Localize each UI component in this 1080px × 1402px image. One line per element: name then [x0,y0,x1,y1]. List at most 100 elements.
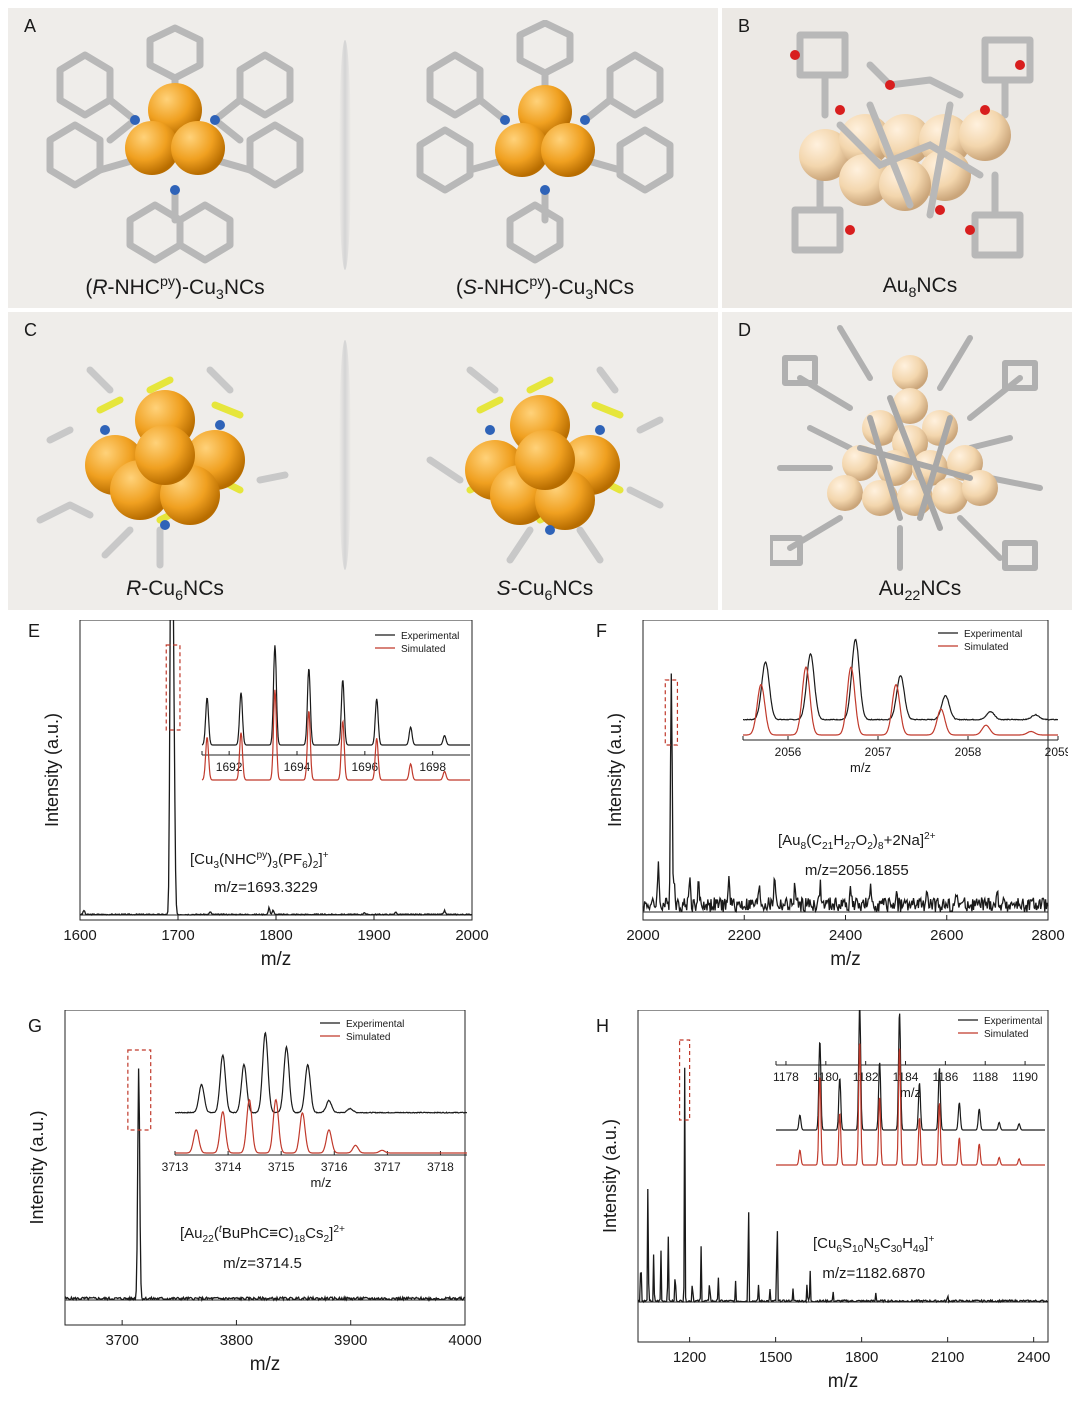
inset-g-legend-sim: Simulated [346,1032,390,1043]
inset-e-tick-label-3: 1698 [419,760,446,774]
chart-f-xlabel: m/z [830,949,861,970]
chart-h-formula: [Cu6S10N5C30H49]+ [813,1234,935,1255]
panel-label-h: H [596,1016,609,1036]
inset-h-tick-label-5: 1188 [972,1070,998,1084]
mirror-plane-a [339,40,351,270]
inset-g-xlabel: m/z [311,1175,332,1190]
inset-h-xlabel: m/z [900,1085,921,1100]
chart-e-mz: m/z=1693.3229 [214,879,318,896]
chart-e-ylabel: Intensity (a.u.) [42,713,62,827]
s-cu6-structure [426,366,664,564]
inset-e-legend-sim: Simulated [401,644,445,655]
chart-g-annotation: [Au22(tBuPhC≡C)18Cs2]2+ m/z=3714.5 [180,1218,345,1276]
inset-f-xlabel: m/z [850,760,871,775]
inset-f-tick-label-2: 2058 [955,745,982,759]
panel-label-c: C [24,320,37,340]
inset-e-tick-label-0: 1692 [216,760,243,774]
chart-e-svg: 1600 1700 1800 1900 2000 m/z Intensity (a.u.) 1… [42,427,489,970]
x-tick-label-g-1: 3800 [220,1332,253,1349]
r-cu6-structure [36,366,289,569]
inset-h-tick-label-2: 1182 [853,1070,879,1084]
x-tick-label-f-1: 2200 [728,927,761,944]
chart-e-highlight-box [165,644,181,731]
au8-structure [790,31,1034,259]
chart-f-mz: m/z=2056.1855 [804,862,909,879]
x-tick-label-f-4: 2800 [1031,927,1064,944]
chart-h-spectrum [637,1067,1049,1304]
chart-g-svg: 3700 3800 3900 4000 m/z Intensity (a.u.) 3713 3… [27,1009,482,1375]
chart-g: 3700 3800 3900 4000 m/z Intensity (a.u.) 3713 3… [27,1009,500,1395]
chart-g-frame [64,1009,466,1326]
inset-h-legend-exp: Experimental [984,1016,1042,1027]
panel-label-g: G [28,1016,43,1036]
x-tick-label-e-2: 1800 [259,927,292,944]
x-tick-label-g-2: 3900 [334,1332,367,1349]
panel-label-e: E [28,621,41,641]
inset-g-tick-label-0: 3713 [162,1160,189,1174]
chart-g-ylabel: Intensity (a.u.) [30,1110,47,1224]
caption-s-nhc-cu3: (S-NHCpy)-Cu3NCs [455,274,635,304]
chart-g-spectrum [64,1068,466,1302]
caption-s-cu6: S-Cu6NCs [496,577,594,605]
inset-e-legend-exp: Experimental [401,631,459,642]
caption-r-cu6: R-Cu6NCs [126,577,224,605]
x-tick-label-h-0: 1200 [673,1349,706,1366]
inset-g-tick-label-2: 3715 [268,1160,295,1174]
chart-h-frame [637,1009,1049,1343]
x-tick-label-h-4: 2400 [1017,1349,1050,1366]
x-tick-label-e-3: 1900 [357,927,390,944]
inset-h-tick-label-0: 1178 [773,1070,799,1084]
chart-f-ylabel: Intensity (a.u.) [605,713,625,827]
chart-g-mz: m/z=3714.5 [223,1255,302,1272]
inset-h-experimental [776,1008,1045,1131]
chart-h-highlight-box [678,1039,691,1121]
inset-g-simulated [175,1098,467,1154]
inset-h-tick-label-4: 1186 [932,1070,958,1084]
inset-h-tick-label-1: 1180 [813,1070,839,1084]
panel-label-a: A [24,16,37,36]
r-nhc-cu3-structure [46,24,304,264]
x-tick-label-f-0: 2000 [626,927,659,944]
x-tick-label-g-3: 4000 [448,1332,481,1349]
chart-h-xlabel: m/z [828,1371,859,1392]
inset-h-tick-label-3: 1184 [893,1070,919,1084]
chart-g-formula: [Au22(tBuPhC≡C)18Cs2]2+ [180,1224,345,1245]
chart-g-xlabel: m/z [250,1354,281,1375]
x-tick-label-e-4: 2000 [455,927,488,944]
x-tick-label-h-2: 1800 [845,1349,878,1366]
x-tick-label-h-1: 1500 [759,1349,792,1366]
chart-f-highlight-box [664,679,679,746]
chart-h-mz: m/z=1182.6870 [822,1265,926,1282]
inset-e-simulated [201,689,470,781]
chart-h: 1200 1500 1800 2100 2400 m/z Intensity (a.u.) 1… [598,1008,1068,1395]
inset-e-tick-label-1: 1694 [284,760,311,774]
chart-f-annotation: [Au8(C21H27O2)8+2Na]2+ m/z=2056.1855 [778,825,936,883]
inset-g-tick-label-4: 3717 [374,1160,401,1174]
inset-g-tick-label-1: 3714 [215,1160,242,1174]
inset-f-simulated [743,666,1058,736]
inset-f-legend-sim: Simulated [964,642,1008,653]
chart-h-svg: 1200 1500 1800 2100 2400 m/z Intensity (a.u.) 1… [600,1008,1050,1392]
inset-f-tick-label-3: 2059 [1045,745,1068,759]
caption-au8: Au8NCs [882,274,958,302]
chart-g-highlight-box [127,1049,152,1131]
inset-g-tick-label-5: 3718 [427,1160,454,1174]
panel-label-f: F [596,621,607,641]
chart-f-spectrum [642,673,1049,914]
mirror-plane-c [339,340,351,570]
x-tick-label-f-3: 2600 [930,927,963,944]
inset-g-legend-exp: Experimental [346,1019,404,1030]
inset-g-tick-label-3: 3716 [321,1160,348,1174]
inset-g-experimental [175,1031,467,1114]
chart-e-xlabel: m/z [261,949,292,970]
panel-a-background [8,8,718,308]
chart-h-ylabel: Intensity (a.u.) [600,1119,620,1233]
chart-h-annotation: [Cu6S10N5C30H49]+ m/z=1182.6870 [813,1228,934,1286]
caption-au22: Au22NCs [878,577,962,605]
x-tick-label-f-2: 2400 [829,927,862,944]
inset-h-tick-label-6: 1190 [1012,1070,1038,1084]
inset-e-experimental [201,645,470,746]
inset-h-legend-sim: Simulated [984,1029,1028,1040]
chart-e-formula: [Cu3(NHCpy)3(PF6)2]+ [190,850,329,871]
x-tick-label-e-0: 1600 [63,927,96,944]
